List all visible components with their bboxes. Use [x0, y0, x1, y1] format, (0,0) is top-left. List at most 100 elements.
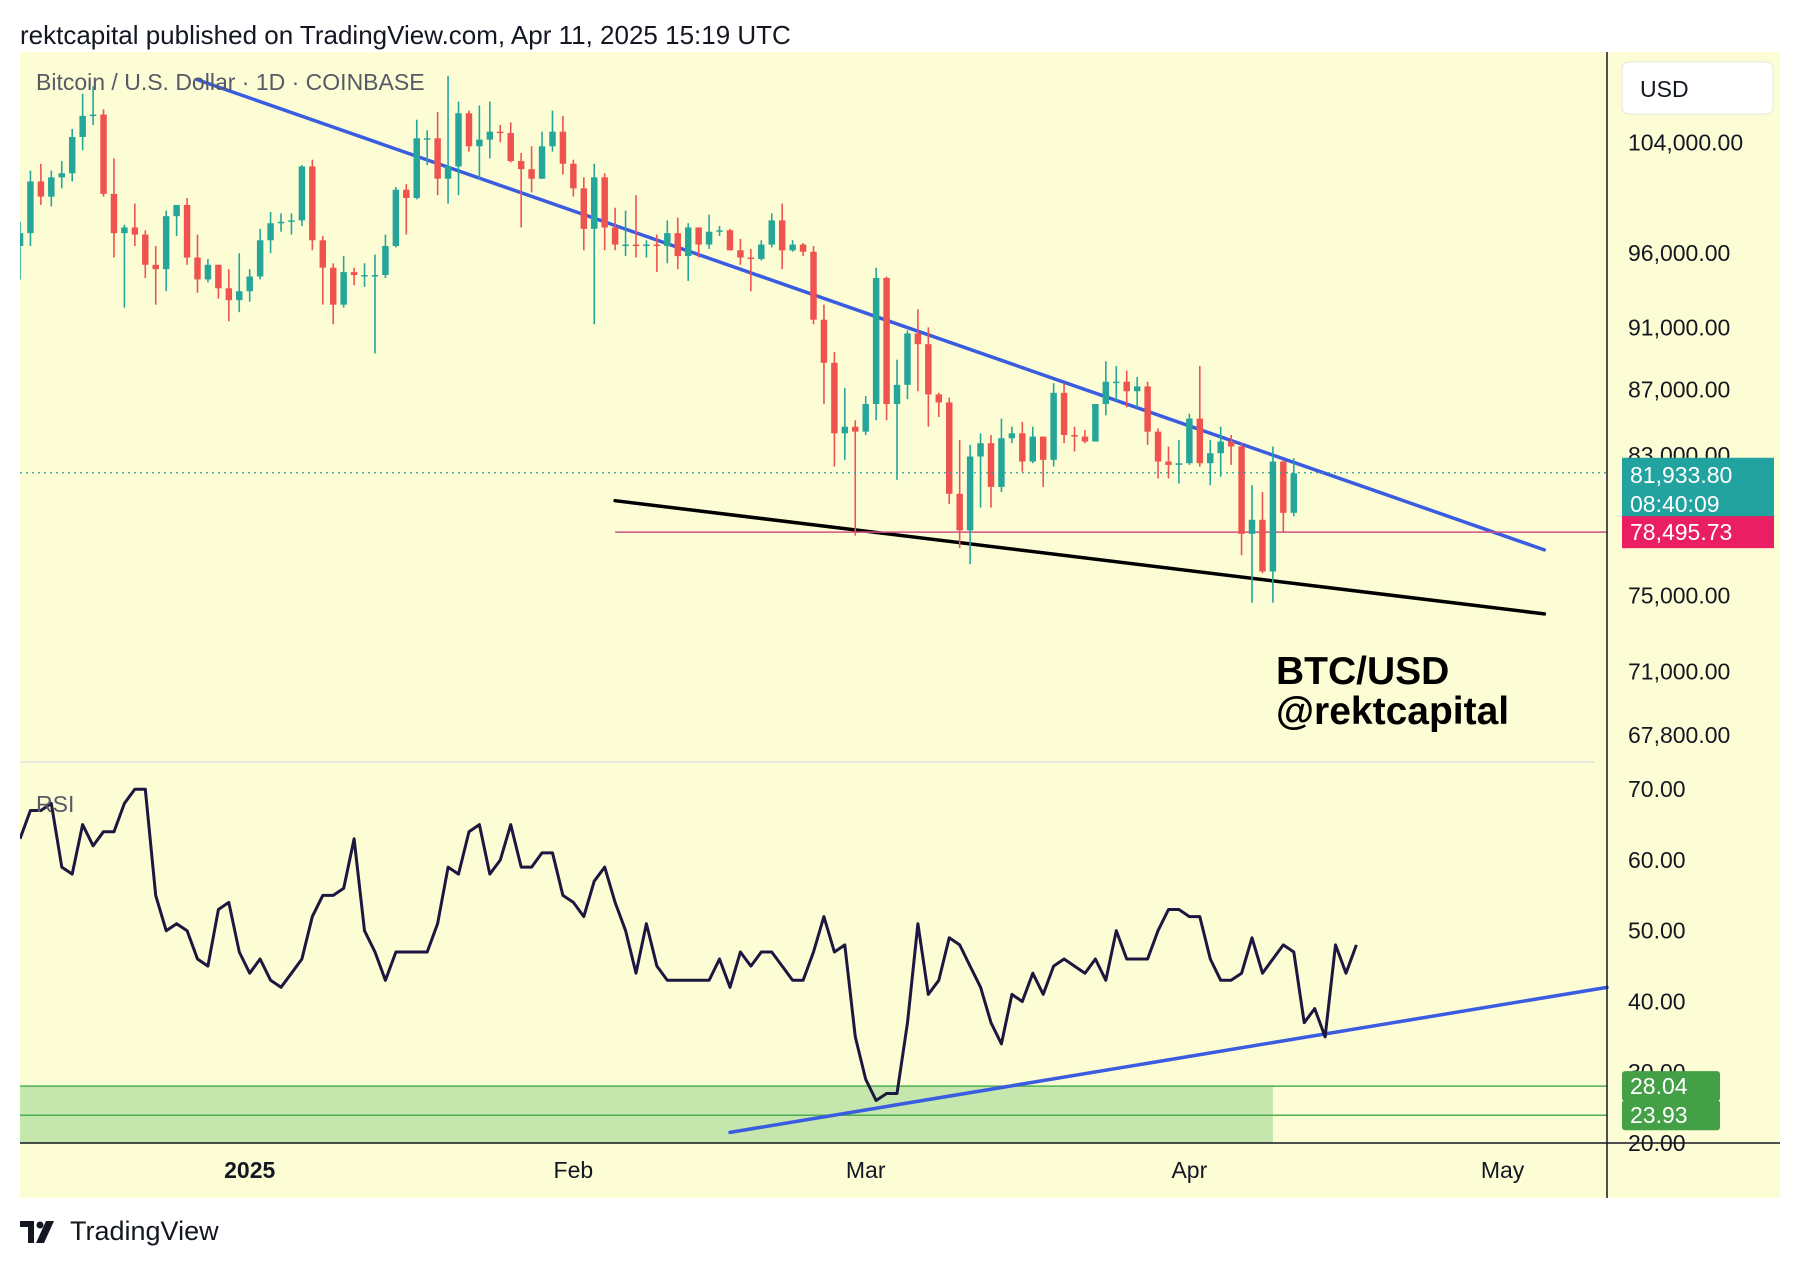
candle-body[interactable]	[716, 230, 723, 232]
candle-body[interactable]	[1060, 392, 1068, 435]
candle-down[interactable]	[580, 177, 588, 251]
candle-body[interactable]	[799, 244, 807, 252]
candle-body[interactable]	[966, 456, 974, 531]
candle-up[interactable]	[16, 221, 24, 280]
candle-up[interactable]	[1186, 413, 1193, 465]
candle-body[interactable]	[925, 344, 932, 395]
candle-body[interactable]	[309, 166, 316, 241]
candle-body[interactable]	[831, 362, 838, 434]
candle-up[interactable]	[1217, 426, 1224, 477]
candle-body[interactable]	[810, 251, 817, 320]
candle-down[interactable]	[883, 276, 890, 421]
candle-down[interactable]	[152, 245, 159, 305]
candle-body[interactable]	[215, 264, 222, 289]
candle-down[interactable]	[1196, 365, 1204, 467]
candle-up[interactable]	[79, 93, 86, 151]
candle-body[interactable]	[987, 443, 995, 487]
candle-body[interactable]	[68, 136, 76, 174]
candle-body[interactable]	[27, 181, 34, 234]
rsi-line[interactable]	[18, 787, 1358, 1102]
candle-body[interactable]	[1227, 441, 1235, 447]
candle-up[interactable]	[27, 170, 34, 246]
candle-up[interactable]	[1092, 404, 1099, 442]
candle-down[interactable]	[183, 198, 191, 265]
candle-body[interactable]	[559, 131, 567, 164]
candle-down[interactable]	[737, 238, 744, 265]
candle-body[interactable]	[89, 114, 97, 117]
candle-body[interactable]	[570, 163, 577, 189]
candle-body[interactable]	[58, 173, 65, 178]
candle-body[interactable]	[382, 245, 389, 276]
candle-up[interactable]	[643, 240, 650, 258]
price-pane[interactable]: Bitcoin / U.S. Dollar · 1D · COINBASE BT…	[16, 69, 1607, 733]
rsi-rising-trendline[interactable]	[728, 985, 1609, 1135]
candle-up[interactable]	[1133, 376, 1141, 408]
candle-body[interactable]	[956, 493, 963, 531]
candle-up[interactable]	[236, 253, 243, 313]
candle-down[interactable]	[1081, 430, 1089, 444]
candle-body[interactable]	[789, 244, 796, 251]
chart-frame[interactable]: Bitcoin / U.S. Dollar · 1D · COINBASE BT…	[16, 52, 1780, 1198]
candle-body[interactable]	[528, 169, 535, 179]
candle-down[interactable]	[1227, 434, 1235, 465]
candle-body[interactable]	[392, 189, 400, 246]
level-price-badge[interactable]	[1622, 516, 1774, 549]
tradingview-logo-icon[interactable]	[20, 1220, 60, 1243]
candle-body[interactable]	[1259, 519, 1266, 572]
candle-down[interactable]	[674, 217, 682, 270]
candle-down[interactable]	[1165, 446, 1172, 479]
candle-up[interactable]	[423, 130, 431, 166]
candle-down[interactable]	[528, 146, 535, 193]
candle-up[interactable]	[361, 263, 368, 287]
candle-up[interactable]	[89, 86, 97, 126]
candle-down[interactable]	[559, 115, 567, 175]
candle-up[interactable]	[841, 388, 849, 460]
candle-body[interactable]	[1217, 441, 1224, 454]
candle-body[interactable]	[632, 244, 640, 247]
candle-body[interactable]	[580, 188, 588, 229]
candle-down[interactable]	[142, 230, 149, 278]
candle-body[interactable]	[611, 227, 619, 245]
candle-up[interactable]	[622, 210, 629, 257]
candle-body[interactable]	[267, 223, 274, 241]
candle-body[interactable]	[152, 264, 159, 270]
candle-body[interactable]	[1039, 436, 1047, 460]
candle-body[interactable]	[1165, 461, 1172, 465]
candle-up[interactable]	[998, 418, 1005, 493]
candle-body[interactable]	[423, 138, 431, 140]
candle-body[interactable]	[100, 114, 107, 194]
candle-body[interactable]	[507, 132, 514, 162]
candle-body[interactable]	[1290, 473, 1298, 513]
candle-body[interactable]	[758, 244, 765, 259]
candle-body[interactable]	[319, 240, 327, 268]
candle-down[interactable]	[1238, 443, 1245, 556]
candle-up[interactable]	[893, 359, 901, 481]
price-scale[interactable]: USD 104,000.00 96,000.00 91,000.00 87,000.0…	[1606, 52, 1774, 1198]
candle-down[interactable]	[1144, 381, 1151, 445]
candle-body[interactable]	[298, 166, 306, 221]
last-price-badge[interactable]	[1622, 457, 1774, 520]
candle-up[interactable]	[121, 224, 128, 308]
candle-body[interactable]	[1123, 381, 1130, 392]
candle-body[interactable]	[904, 333, 911, 385]
descending-resistance-trendline[interactable]	[195, 77, 1547, 552]
candle-up[interactable]	[444, 75, 452, 204]
candle-up[interactable]	[716, 226, 723, 236]
candle-down[interactable]	[695, 227, 702, 258]
candle-body[interactable]	[79, 115, 86, 137]
candle-body[interactable]	[883, 277, 890, 405]
candle-up[interactable]	[382, 234, 389, 278]
candle-body[interactable]	[998, 438, 1005, 487]
candle-down[interactable]	[601, 173, 608, 251]
candle-down[interactable]	[194, 234, 201, 293]
candle-body[interactable]	[684, 227, 692, 257]
candle-body[interactable]	[549, 131, 556, 147]
candle-body[interactable]	[852, 426, 859, 432]
candle-body[interactable]	[350, 272, 358, 276]
candle-down[interactable]	[632, 195, 640, 258]
candle-body[interactable]	[872, 277, 880, 405]
candle-body[interactable]	[204, 264, 212, 280]
candle-down[interactable]	[434, 111, 441, 196]
footer-brand[interactable]: TradingView	[70, 1216, 219, 1246]
candle-body[interactable]	[256, 240, 264, 277]
